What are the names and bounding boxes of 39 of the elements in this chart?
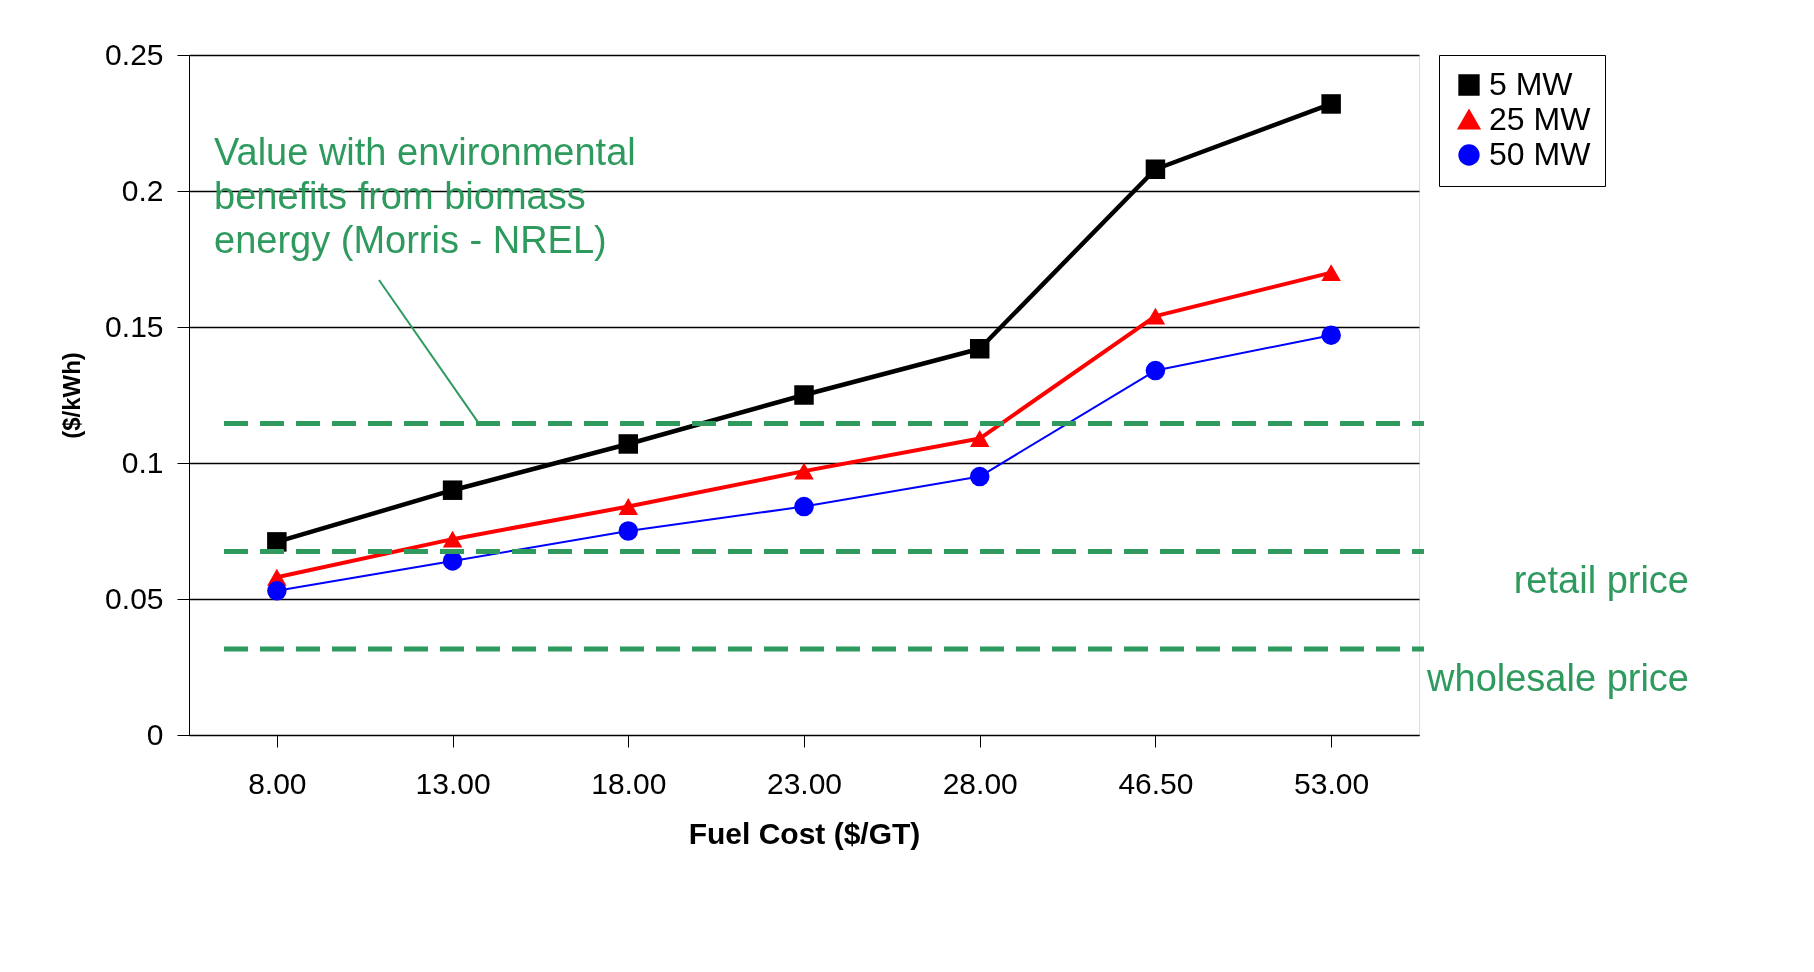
point [1145, 360, 1166, 381]
x-tick-label: 8.00 [248, 766, 307, 800]
x-tick-label: 53.00 [1294, 766, 1370, 800]
legend-label: 5 MW [1489, 66, 1574, 102]
point [794, 496, 814, 517]
y-tick-label: 0.15 [105, 309, 164, 343]
point [1145, 159, 1166, 179]
point [618, 434, 639, 454]
x-tick-label: 46.50 [1118, 766, 1194, 800]
x-tick-label: 18.00 [591, 766, 667, 800]
point [1321, 94, 1341, 114]
y-tick-label: 0.1 [121, 445, 164, 479]
point [1145, 307, 1166, 325]
point [442, 530, 463, 548]
point [442, 551, 463, 571]
point [794, 385, 814, 405]
legend-label: 25 MW [1489, 101, 1592, 137]
y-tick-label: 0 [146, 717, 164, 751]
x-tick-label: 28.00 [942, 766, 1018, 800]
ref-line-label: retail price [1513, 559, 1689, 602]
ref-line-label: wholesale price [1426, 657, 1689, 700]
y-tick-label: 0.05 [105, 581, 164, 615]
point [1321, 325, 1341, 345]
legend-label: 50 MW [1489, 136, 1592, 172]
y-tick-label: 0.2 [121, 173, 164, 207]
x-tick-label: 23.00 [766, 766, 843, 800]
point [969, 430, 990, 447]
point [442, 480, 463, 500]
y-tick-label: 0.25 [105, 37, 164, 71]
point [618, 521, 639, 541]
y-axis-title: ($/kWh) [58, 352, 86, 439]
point [969, 466, 990, 487]
point [1321, 264, 1341, 282]
point [618, 498, 639, 515]
point [267, 581, 287, 601]
x-tick-label: 13.00 [415, 766, 491, 800]
x-axis-title: Fuel Cost ($/GT) [688, 816, 921, 850]
point [794, 462, 814, 480]
point [969, 339, 990, 359]
